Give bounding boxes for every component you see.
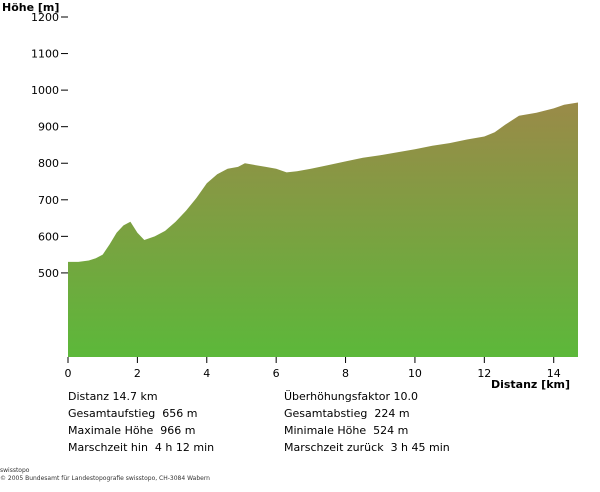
- stat-exaggeration: Überhöhungsfaktor 10.0: [284, 390, 418, 403]
- copyright-footer: swisstopo © 2005 Bundesamt für Landestop…: [0, 467, 210, 483]
- y-tick-label: 1200: [31, 11, 59, 24]
- x-tick-label: 12: [477, 367, 491, 380]
- x-tick-label: 6: [273, 367, 280, 380]
- x-tick-label: 10: [408, 367, 422, 380]
- x-tick-label: 4: [203, 367, 210, 380]
- y-tick-label: 700: [38, 194, 59, 207]
- elevation-area: [68, 102, 578, 357]
- y-tick-label: 1100: [31, 48, 59, 61]
- stat-min-height: Minimale Höhe 524 m: [284, 424, 409, 437]
- stats-right-column: Überhöhungsfaktor 10.0 Gesamtabstieg 224…: [284, 388, 450, 456]
- y-axis-label: Höhe [m]: [2, 1, 59, 14]
- stat-walk-time-forward: Marschzeit hin 4 h 12 min: [68, 441, 215, 454]
- x-tick-label: 14: [547, 367, 561, 380]
- x-tick-label: 0: [65, 367, 72, 380]
- stat-distance: Distanz 14.7 km: [68, 390, 158, 403]
- y-tick-label: 800: [38, 157, 59, 170]
- footer-copyright: © 2005 Bundesamt für Landestopografie sw…: [0, 475, 210, 482]
- x-axis-label: Distanz [km]: [491, 378, 570, 391]
- x-tick-label: 8: [342, 367, 349, 380]
- y-tick-label: 1000: [31, 84, 59, 97]
- stat-walk-time-back: Marschzeit zurück 3 h 45 min: [284, 441, 450, 454]
- stats-left-column: Distanz 14.7 km Gesamtaufstieg 656 m Max…: [68, 388, 214, 456]
- elevation-profile-chart: Höhe [m] 500 600 700 800 900 1000 1100 1200 0 2 4…: [2, 1, 578, 391]
- x-tick-label: 2: [134, 367, 141, 380]
- stat-total-ascent: Gesamtaufstieg 656 m: [68, 407, 198, 420]
- y-tick-label: 500: [38, 267, 59, 280]
- footer-brand: swisstopo: [0, 467, 30, 474]
- stat-max-height: Maximale Höhe 966 m: [68, 424, 196, 437]
- y-tick-label: 900: [38, 121, 59, 134]
- stat-total-descent: Gesamtabstieg 224 m: [284, 407, 410, 420]
- y-tick-label: 600: [38, 230, 59, 243]
